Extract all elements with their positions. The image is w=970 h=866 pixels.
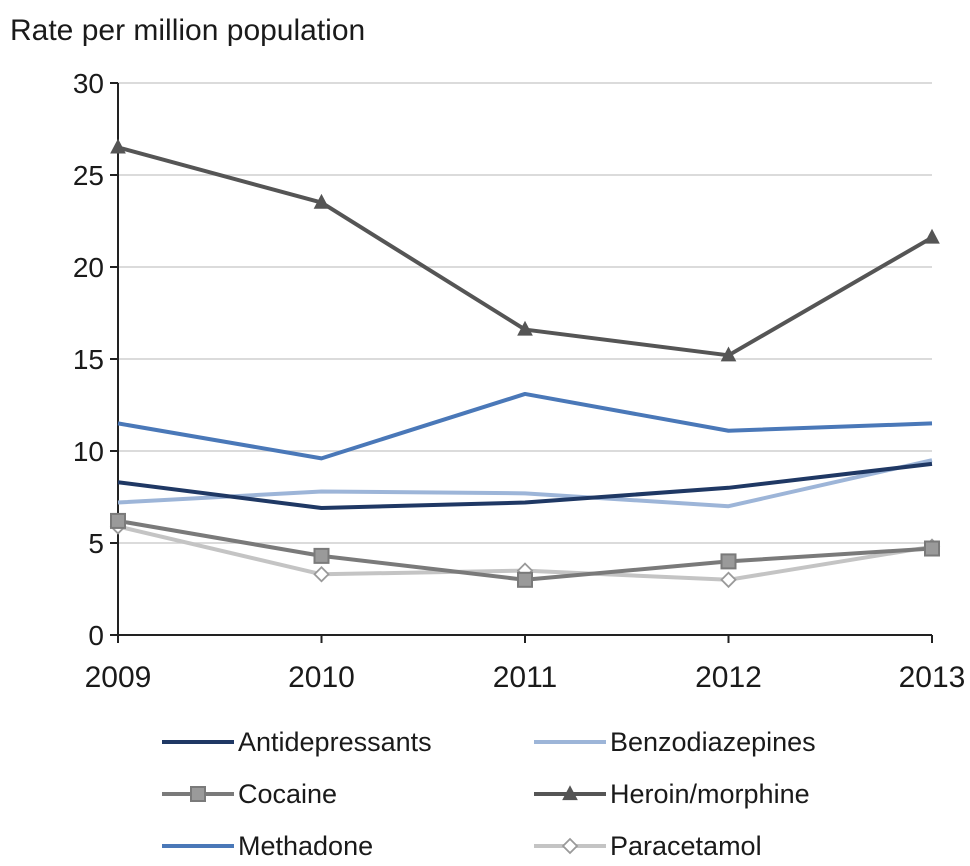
legend-swatch bbox=[162, 740, 234, 744]
y-tick-label: 15 bbox=[73, 344, 104, 375]
plot-area: 0 5 10 15 20 25 30 2009 2010 2011 2012 2013 bbox=[73, 68, 966, 694]
legend-label: Paracetamol bbox=[610, 830, 762, 861]
diamond-marker bbox=[313, 566, 330, 583]
x-tick-label: 2011 bbox=[493, 661, 558, 694]
triangle-marker bbox=[720, 346, 737, 362]
y-tick-label: 20 bbox=[73, 252, 104, 283]
square-marker bbox=[924, 540, 940, 557]
y-tick-label: 10 bbox=[73, 436, 104, 467]
triangle-marker bbox=[110, 138, 126, 154]
legend-swatch bbox=[162, 844, 234, 848]
y-tick-label: 30 bbox=[73, 68, 104, 99]
square-marker bbox=[190, 786, 206, 802]
legend-item: Paracetamol bbox=[532, 826, 762, 866]
legend-label: Benzodiazepines bbox=[610, 726, 816, 757]
series-cocaine bbox=[110, 512, 940, 588]
legend-label: Cocaine bbox=[238, 778, 338, 809]
y-axis-label: Rate per million population bbox=[10, 14, 366, 47]
series-line bbox=[117, 391, 933, 461]
square-marker bbox=[313, 547, 330, 564]
legend-label: Methadone bbox=[238, 830, 374, 861]
y-tick-label: 25 bbox=[73, 160, 104, 191]
x-tick-label: 2009 bbox=[85, 661, 152, 694]
series-antidepressants bbox=[117, 461, 933, 511]
legend-item: Benzodiazepines bbox=[532, 722, 816, 762]
legend-swatch bbox=[162, 786, 234, 802]
triangle-marker bbox=[562, 785, 578, 801]
series-line bbox=[117, 458, 933, 509]
legend-item: Methadone bbox=[160, 826, 373, 866]
y-tick-label: 0 bbox=[88, 620, 104, 651]
x-tick-label: 2013 bbox=[899, 661, 966, 694]
series-line bbox=[117, 461, 933, 511]
series-methadone bbox=[117, 391, 933, 461]
square-marker bbox=[517, 571, 533, 588]
legend-swatch bbox=[534, 740, 606, 744]
x-tick-label: 2012 bbox=[695, 661, 762, 694]
legend-item: Cocaine bbox=[160, 774, 337, 814]
triangle-marker bbox=[517, 320, 533, 336]
square-marker bbox=[720, 553, 737, 570]
diamond-marker bbox=[561, 837, 579, 855]
triangle-marker bbox=[313, 193, 330, 209]
legend-swatch bbox=[534, 785, 606, 801]
legend-swatch bbox=[534, 837, 606, 855]
series-benzodiazepines bbox=[117, 458, 933, 509]
legend-label: Heroin/morphine bbox=[610, 778, 810, 809]
series-heroin-morphine bbox=[110, 138, 940, 362]
diamond-marker bbox=[720, 571, 737, 589]
legend-label: Antidepressants bbox=[238, 726, 432, 757]
square-marker bbox=[110, 512, 126, 529]
legend-item: Antidepressants bbox=[160, 722, 432, 762]
triangle-marker bbox=[924, 228, 940, 244]
legend-item: Heroin/morphine bbox=[532, 774, 810, 814]
x-tick-label: 2010 bbox=[288, 661, 355, 694]
y-tick-label: 5 bbox=[88, 528, 104, 559]
